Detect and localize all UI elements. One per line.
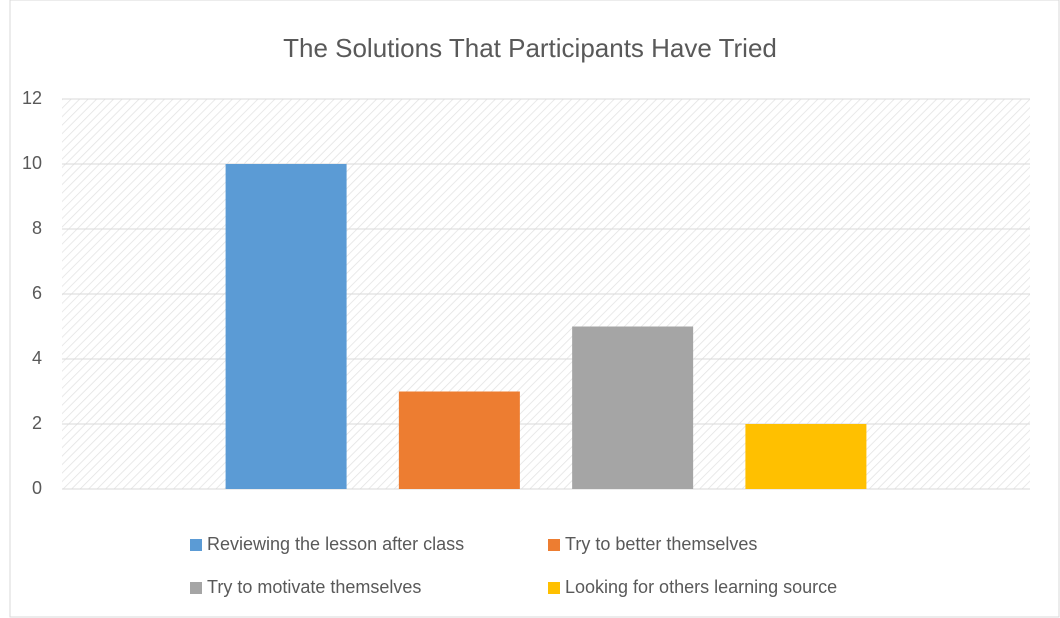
y-tick-label: 4 <box>32 348 42 368</box>
y-tick-label: 6 <box>32 283 42 303</box>
legend-swatch <box>190 539 202 551</box>
y-tick-label: 12 <box>22 88 42 108</box>
y-tick-label: 10 <box>22 153 42 173</box>
y-tick-label: 2 <box>32 413 42 433</box>
legend-label: Looking for others learning source <box>565 577 837 597</box>
legend-label: Try to better themselves <box>565 534 757 554</box>
y-tick-label: 8 <box>32 218 42 238</box>
bar <box>572 326 694 489</box>
legend-swatch <box>548 539 560 551</box>
bar <box>398 391 520 489</box>
legend-swatch <box>190 582 202 594</box>
y-tick-label: 0 <box>32 478 42 498</box>
legend-label: Reviewing the lesson after class <box>207 534 464 554</box>
legend-label: Try to motivate themselves <box>207 577 421 597</box>
legend-swatch <box>548 582 560 594</box>
bar <box>225 164 347 489</box>
chart-title: The Solutions That Participants Have Tri… <box>283 33 777 63</box>
bar <box>745 424 867 489</box>
